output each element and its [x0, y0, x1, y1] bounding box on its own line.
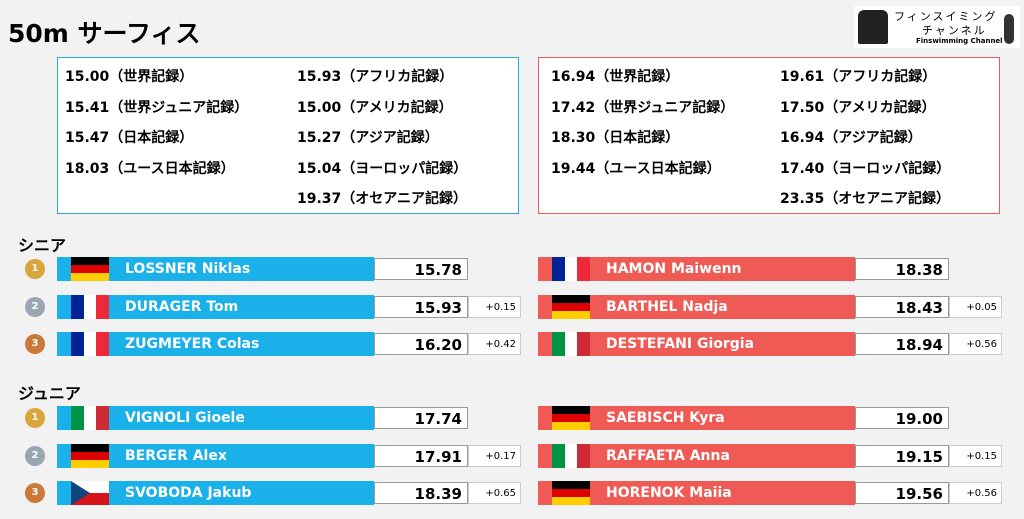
- time: 16.20: [374, 333, 468, 355]
- title: 50m サーフィス: [8, 19, 201, 48]
- record: 17.42（世界ジュニア記録）: [551, 99, 735, 116]
- athlete-bar: [57, 443, 374, 468]
- logo: フィンスイミング チャンネル Finswimming Channel: [854, 6, 1020, 48]
- record: 19.61（アフリカ記録）: [780, 69, 937, 85]
- time-diff: +0.05: [949, 295, 1002, 318]
- flag: [71, 294, 109, 319]
- athlete-name: LOSSNER Niklas: [125, 261, 251, 277]
- flag: [71, 443, 109, 468]
- section-label: シニア: [18, 236, 67, 255]
- record: 16.94（アジア記録）: [780, 130, 922, 146]
- record: 15.93（アフリカ記録）: [297, 69, 454, 85]
- medal: 2: [25, 296, 45, 317]
- time-diff: +0.56: [949, 333, 1002, 355]
- record: 15.27（アジア記録）: [297, 130, 439, 146]
- record: 17.40（ヨーロッパ記録）: [780, 160, 951, 177]
- flag: [552, 443, 590, 468]
- flag: [71, 257, 109, 281]
- time: 17.91: [374, 444, 468, 467]
- logo-line: Finswimming Channel: [916, 37, 1003, 45]
- medal: 1: [25, 259, 45, 279]
- record: 19.37（オセアニア記録）: [297, 191, 468, 207]
- record: 17.50（アメリカ記録）: [780, 99, 936, 116]
- time-diff: +0.15: [468, 295, 521, 318]
- time: 18.39: [374, 482, 468, 504]
- athlete-name: DESTEFANI Giorgia: [606, 336, 755, 352]
- medal: 2: [25, 445, 45, 466]
- athlete-bar: [57, 332, 374, 356]
- flag: [552, 406, 590, 430]
- athlete-bar: [538, 406, 855, 430]
- record: 19.44（ユース日本記録）: [551, 160, 721, 177]
- athlete-name: RAFFAETA Anna: [606, 447, 730, 464]
- time: 15.78: [374, 258, 468, 280]
- medal: 3: [25, 483, 45, 503]
- time: 18.43: [855, 295, 949, 318]
- athlete-bar: [57, 406, 374, 430]
- record: 15.00（世界記録）: [65, 69, 194, 85]
- logo-line: フィンスイミング: [894, 10, 998, 23]
- flag: [71, 406, 109, 430]
- time: 19.00: [855, 407, 949, 429]
- athlete-bar: [57, 294, 374, 319]
- athlete-name: BERGER Alex: [125, 447, 227, 464]
- flag: [552, 481, 590, 505]
- athlete-bar: [538, 481, 855, 505]
- record: 18.03（ユース日本記録）: [65, 160, 235, 177]
- time-diff: +0.17: [468, 444, 521, 467]
- athlete-name: SVOBODA Jakub: [125, 485, 252, 501]
- athlete-bar: [57, 481, 374, 505]
- flag: [71, 481, 109, 505]
- time: 18.38: [855, 258, 949, 280]
- time-diff: +0.56: [949, 482, 1002, 504]
- record: 15.04（ヨーロッパ記録）: [297, 160, 468, 177]
- athlete-name: BARTHEL Nadja: [606, 298, 728, 315]
- athlete-name: SAEBISCH Kyra: [606, 410, 725, 426]
- record: 15.41（世界ジュニア記録）: [65, 99, 249, 116]
- record: 16.94（世界記録）: [551, 69, 680, 85]
- logo-line: チャンネル: [922, 24, 987, 37]
- flag: [71, 332, 109, 356]
- athlete-bar: [538, 332, 855, 356]
- athlete-bar: [538, 257, 855, 281]
- record: 15.47（日本記録）: [65, 130, 194, 146]
- athlete-bar: [57, 257, 374, 281]
- time-diff: +0.15: [949, 444, 1002, 467]
- athlete-name: DURAGER Tom: [125, 298, 239, 315]
- time: 19.15: [855, 444, 949, 467]
- logo-figure: [1004, 14, 1014, 44]
- record: 15.00（アメリカ記録）: [297, 99, 453, 116]
- medal: 3: [25, 334, 45, 354]
- records-women: [538, 57, 1000, 214]
- athlete-name: ZUGMEYER Colas: [125, 336, 260, 352]
- section-label: ジュニア: [18, 384, 81, 403]
- athlete-name: VIGNOLI Gioele: [125, 410, 245, 426]
- time: 17.74: [374, 407, 468, 429]
- flag: [552, 332, 590, 356]
- time-diff: +0.65: [468, 482, 521, 504]
- time-diff: +0.42: [468, 333, 521, 355]
- record: 23.35（オセアニア記録）: [780, 191, 951, 207]
- athlete-bar: [538, 294, 855, 319]
- logo-icon: [858, 10, 888, 44]
- time: 19.56: [855, 482, 949, 504]
- records-men: [57, 57, 519, 214]
- athlete-bar: [538, 443, 855, 468]
- time: 18.94: [855, 333, 949, 355]
- record: 18.30（日本記録）: [551, 130, 680, 146]
- flag: [552, 257, 590, 281]
- flag: [552, 294, 590, 319]
- time: 15.93: [374, 295, 468, 318]
- athlete-name: HORENOK Maiia: [606, 485, 732, 501]
- medal: 1: [25, 408, 45, 428]
- athlete-name: HAMON Maiwenn: [606, 261, 742, 277]
